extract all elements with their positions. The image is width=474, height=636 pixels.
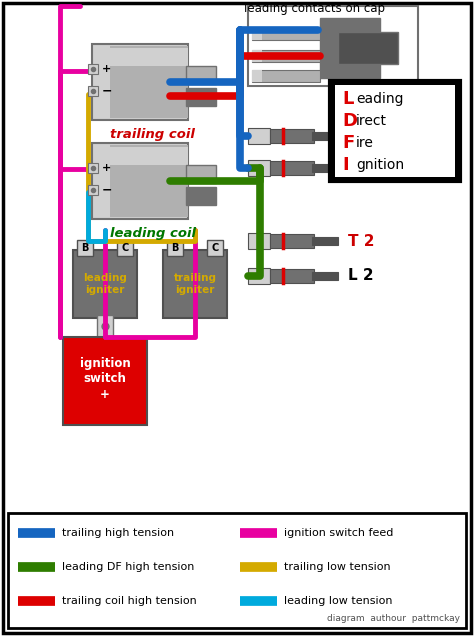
Text: +: + bbox=[102, 64, 111, 74]
Bar bbox=[335, 85, 455, 177]
Bar bbox=[88, 185, 98, 195]
Bar bbox=[8, 513, 466, 628]
Bar bbox=[97, 315, 113, 337]
Bar bbox=[186, 165, 216, 183]
Bar bbox=[63, 337, 147, 425]
Bar bbox=[186, 66, 216, 84]
Bar bbox=[110, 147, 188, 165]
Bar bbox=[110, 145, 188, 217]
Text: ignition
switch
+: ignition switch + bbox=[80, 357, 130, 401]
Bar bbox=[248, 160, 270, 176]
Text: +: + bbox=[102, 163, 111, 173]
Bar bbox=[186, 88, 216, 106]
Bar bbox=[270, 234, 314, 248]
Text: leading low tension: leading low tension bbox=[284, 596, 392, 606]
Bar bbox=[163, 250, 227, 318]
Text: leading contacts on cap: leading contacts on cap bbox=[245, 2, 385, 15]
Bar bbox=[92, 44, 188, 120]
Text: diagram  authour  pattmckay: diagram authour pattmckay bbox=[327, 614, 460, 623]
Bar bbox=[92, 143, 188, 219]
Text: F: F bbox=[342, 134, 354, 152]
Text: leading DF high tension: leading DF high tension bbox=[62, 562, 194, 572]
Text: T 2: T 2 bbox=[348, 233, 374, 249]
Bar bbox=[167, 240, 183, 256]
Bar bbox=[248, 128, 270, 144]
Bar bbox=[88, 86, 98, 96]
Text: trailing coil high tension: trailing coil high tension bbox=[62, 596, 197, 606]
Bar bbox=[270, 269, 314, 283]
Bar bbox=[248, 233, 270, 249]
Bar bbox=[110, 46, 188, 118]
Bar bbox=[312, 164, 338, 172]
Bar bbox=[252, 28, 262, 40]
Bar bbox=[312, 272, 338, 280]
Bar bbox=[248, 6, 418, 86]
Text: ignition switch feed: ignition switch feed bbox=[284, 528, 393, 538]
Text: L 1: L 1 bbox=[348, 160, 374, 176]
Bar bbox=[117, 240, 133, 256]
Text: leading coil: leading coil bbox=[110, 227, 196, 240]
Text: irect: irect bbox=[356, 114, 387, 128]
Bar bbox=[320, 18, 380, 78]
Bar bbox=[330, 81, 460, 181]
Bar bbox=[312, 132, 338, 140]
Bar bbox=[252, 70, 262, 82]
Text: L 2: L 2 bbox=[348, 268, 374, 284]
Bar bbox=[312, 237, 338, 245]
Bar bbox=[270, 161, 314, 175]
Text: D: D bbox=[342, 112, 357, 130]
Text: eading: eading bbox=[356, 92, 403, 106]
Text: I: I bbox=[342, 156, 348, 174]
Bar bbox=[248, 268, 270, 284]
Bar bbox=[77, 240, 93, 256]
Bar bbox=[73, 250, 137, 318]
Bar bbox=[110, 48, 188, 66]
Text: T 1: T 1 bbox=[348, 128, 374, 144]
Text: C: C bbox=[121, 243, 128, 253]
Text: C: C bbox=[211, 243, 219, 253]
Text: trailing
igniter: trailing igniter bbox=[173, 273, 217, 295]
Text: trailing high tension: trailing high tension bbox=[62, 528, 174, 538]
Bar bbox=[207, 240, 223, 256]
Bar bbox=[252, 28, 320, 40]
Bar bbox=[270, 129, 314, 143]
Bar bbox=[252, 70, 320, 82]
Bar bbox=[186, 187, 216, 205]
Bar bbox=[88, 163, 98, 173]
Text: trailing coil: trailing coil bbox=[110, 128, 195, 141]
Bar bbox=[88, 64, 98, 74]
Text: B: B bbox=[82, 243, 89, 253]
Text: gnition: gnition bbox=[356, 158, 404, 172]
Text: L: L bbox=[342, 90, 354, 108]
Bar bbox=[338, 32, 398, 64]
Text: trailing low tension: trailing low tension bbox=[284, 562, 391, 572]
Text: −: − bbox=[102, 184, 112, 197]
Text: B: B bbox=[171, 243, 179, 253]
Bar bbox=[252, 50, 320, 62]
Text: −: − bbox=[102, 85, 112, 97]
Text: leading
igniter: leading igniter bbox=[83, 273, 127, 295]
Text: ire: ire bbox=[356, 136, 374, 150]
Bar bbox=[252, 50, 262, 62]
